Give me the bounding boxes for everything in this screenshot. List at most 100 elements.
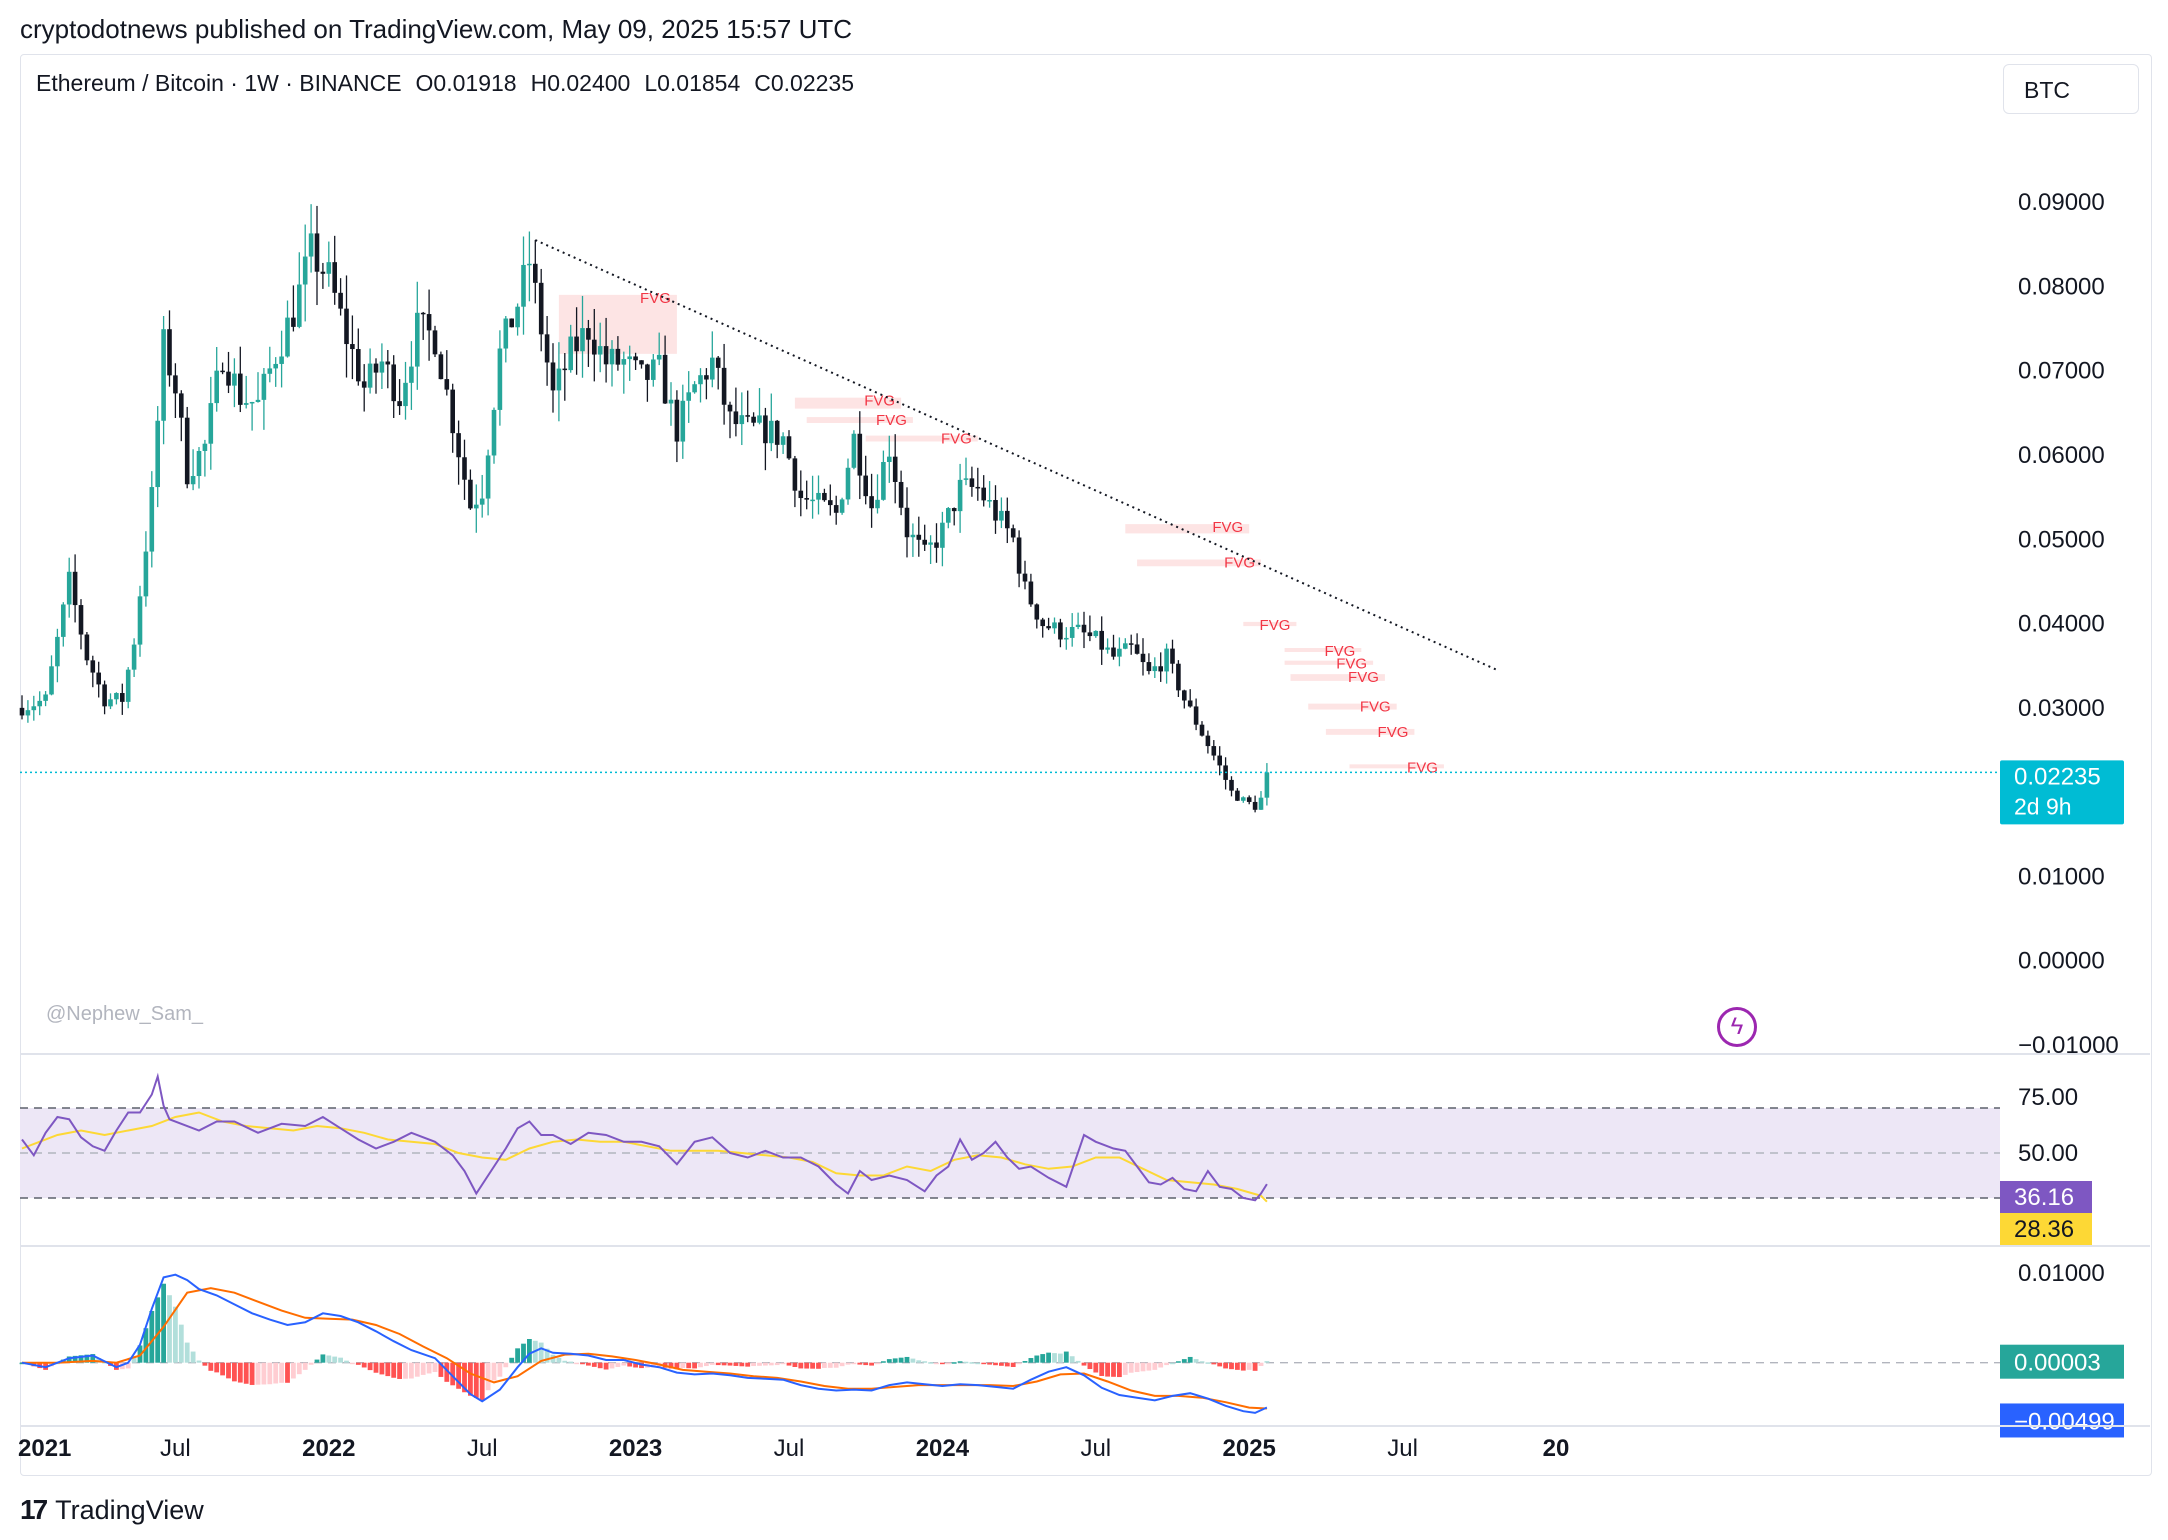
macd-histogram-bar [1152, 1362, 1158, 1370]
macd-histogram-bar [167, 1295, 172, 1363]
candle-body [833, 505, 839, 513]
candle-body [426, 314, 432, 331]
macd-histogram-bar [367, 1362, 373, 1371]
macd-histogram-bar [650, 1362, 656, 1368]
candle-body [415, 312, 420, 367]
macd-histogram-bar [692, 1362, 697, 1369]
last-price-value: 0.02235 [2014, 763, 2101, 790]
macd-histogram-bar [1176, 1361, 1181, 1363]
time-tick-label: 2023 [609, 1435, 662, 1462]
macd-histogram-bar [857, 1362, 863, 1365]
candle-body [1123, 643, 1128, 649]
macd-histogram-bar [196, 1360, 202, 1363]
macd-histogram-bar [1158, 1362, 1164, 1368]
macd-histogram-bar [226, 1362, 231, 1379]
macd-histogram-bar [314, 1359, 320, 1363]
currency-button[interactable]: BTC [2003, 64, 2139, 114]
candle-body [297, 284, 302, 327]
macd-histogram-bar [462, 1362, 467, 1393]
lightning-icon[interactable]: ϟ [1717, 1007, 1757, 1047]
tradingview-brand[interactable]: 17 TradingView [20, 1494, 204, 1526]
candle-body [816, 492, 821, 500]
time-tick-label: Jul [1080, 1435, 1111, 1462]
fvg-label: FVG [876, 412, 907, 429]
candle-body [686, 392, 691, 401]
macd-histogram-bar [184, 1342, 190, 1363]
candle-body [1205, 735, 1211, 747]
macd-histogram-bar [468, 1362, 473, 1396]
fvg-label: FVG [864, 393, 895, 410]
macd-histogram-bar [963, 1361, 969, 1364]
macd-histogram-bar [586, 1362, 591, 1366]
candle-body [668, 399, 674, 404]
candle-body [1146, 662, 1152, 672]
price-axis: 0.09000 0.08000 0.07000 0.06000 0.05000 0.040… [2018, 189, 2119, 1059]
macd-histogram-bar [1264, 1361, 1270, 1363]
macd-histogram-bar [786, 1362, 792, 1366]
macd-histogram-bar [621, 1362, 627, 1366]
candle-body [1152, 666, 1158, 672]
macd-histogram-bar [763, 1362, 768, 1366]
macd-histogram-bar [668, 1362, 674, 1369]
candle-body [597, 346, 603, 355]
macd-histogram-bar [556, 1357, 562, 1363]
candle-body [1052, 622, 1057, 629]
fvg-label: FVG [1324, 643, 1355, 660]
candle-body [214, 370, 219, 404]
macd-histogram-bar [1004, 1362, 1010, 1367]
macd-histogram-bar [875, 1362, 880, 1365]
candle-body [727, 404, 733, 412]
candle-body [385, 361, 391, 365]
candle-body [1246, 797, 1252, 802]
macd-histogram-bar [969, 1362, 975, 1364]
candle-body [96, 672, 101, 685]
candle-body [538, 282, 544, 335]
candle-body [887, 456, 892, 462]
candle-body [37, 700, 42, 707]
macd-histogram-bar [975, 1362, 981, 1365]
candle-body [184, 417, 190, 485]
macd-histogram-bar [615, 1362, 621, 1367]
last-price-countdown: 2d 9h [2014, 793, 2072, 819]
candle-body [1258, 797, 1264, 810]
candle-body [1093, 630, 1099, 637]
time-tick-label: 20 [1543, 1435, 1570, 1462]
candle-body [108, 699, 113, 707]
candle-body [338, 292, 343, 309]
macd-histogram-bar [285, 1362, 290, 1383]
macd-histogram-bar [839, 1362, 845, 1367]
candle-body [875, 499, 880, 509]
rsi-tick-label: 75.00 [2018, 1084, 2078, 1111]
candle-body [243, 403, 249, 405]
fvg-label: FVG [1407, 759, 1438, 776]
candle-body [509, 318, 514, 328]
candle-body [19, 707, 25, 716]
symbol-name[interactable]: Ethereum / Bitcoin · 1W · BINANCE [36, 70, 402, 96]
candle-body [249, 401, 255, 404]
rsi-value: 36.16 [2014, 1184, 2074, 1211]
macd-histogram-bar [1046, 1352, 1051, 1363]
macd-histogram-bar [945, 1362, 951, 1365]
price-tick-label: 0.04000 [2018, 611, 2105, 638]
macd-histogram-bar [373, 1362, 379, 1373]
candle-body [515, 306, 520, 328]
candle-body [1081, 624, 1087, 633]
macd-histogram-bar [544, 1348, 550, 1363]
candle-body [651, 359, 656, 380]
macd-histogram-bar [816, 1362, 821, 1369]
macd-histogram-bar [1199, 1361, 1205, 1363]
candle-body [810, 499, 815, 502]
macd-histogram-bar [1223, 1362, 1228, 1369]
macd-histogram-bar [497, 1362, 503, 1377]
candle-body [1117, 648, 1122, 657]
macd-histogram-bar [450, 1362, 456, 1386]
macd-histogram-bar [527, 1339, 532, 1363]
candle-body [344, 308, 349, 345]
macd-histogram-bar [1187, 1356, 1193, 1363]
candle-body [61, 604, 66, 637]
macd-histogram-bar [1170, 1362, 1175, 1365]
candle-body [645, 364, 650, 380]
macd-histogram-bar [804, 1362, 810, 1369]
macd-histogram-bar [922, 1361, 928, 1363]
